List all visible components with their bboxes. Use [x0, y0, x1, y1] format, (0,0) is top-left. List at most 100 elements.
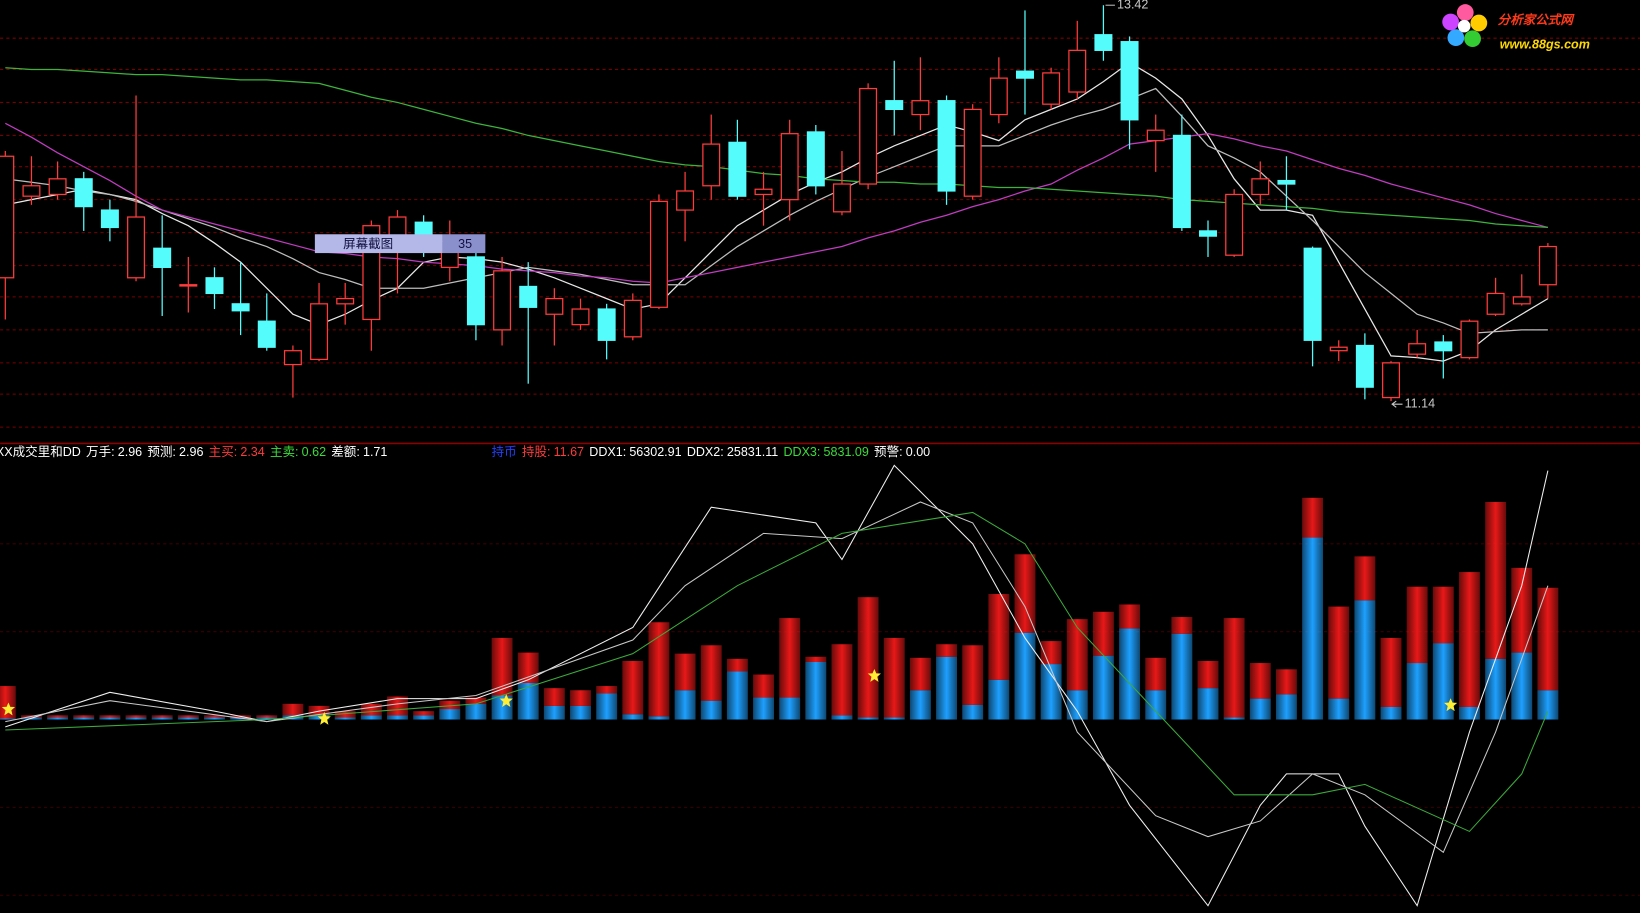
bar-segment: [1406, 663, 1428, 720]
bar-segment: [282, 703, 304, 716]
logo-url: www.88gs.com: [1500, 37, 1590, 51]
candle-body: [310, 303, 329, 361]
candle-body: [806, 131, 825, 187]
bar-segment: [439, 709, 461, 720]
bar-segment: [1511, 652, 1533, 720]
indicator-value: 2.96: [179, 445, 203, 459]
bar-segment: [1328, 606, 1350, 699]
indicator-value: 56302.91: [629, 445, 681, 459]
bar-segment: [805, 662, 827, 720]
bar-segment: [570, 690, 591, 706]
bar-segment: [125, 717, 147, 720]
candle-body: [1434, 341, 1453, 352]
bar-segment: [988, 679, 1010, 720]
indicator-value: 0.00: [906, 445, 930, 459]
logo-petal: [1470, 14, 1488, 32]
candle-body: [466, 256, 485, 326]
candle-body: [911, 100, 930, 116]
candle-body: [1512, 296, 1531, 305]
bar-segment: [256, 715, 278, 718]
bar-segment: [1354, 600, 1376, 720]
bar-segment: [334, 717, 356, 720]
bar-segment: [622, 714, 644, 720]
bar-segment: [1537, 587, 1559, 691]
bar-segment: [779, 697, 801, 720]
candle-body: [1120, 41, 1139, 121]
logo-petal: [1442, 13, 1459, 31]
candle-body: [127, 216, 146, 279]
bar-segment: [1354, 556, 1376, 601]
bar-segment: [1432, 586, 1454, 644]
bar-segment: [177, 717, 199, 720]
bar-segment: [1249, 663, 1271, 699]
bar-segment: [1458, 572, 1480, 707]
candle-body: [832, 183, 851, 213]
indicator-header: XX成交里和DD 万手: 2.96 预测: 2.96 主买: 2.34 主卖: 0.62 差额: 1…: [0, 444, 387, 459]
bar-segment: [1145, 690, 1167, 720]
candle-body: [1329, 346, 1348, 352]
candle-body: [205, 277, 224, 295]
bar-segment: [936, 644, 958, 657]
bar-segment: [360, 715, 382, 720]
moving-average-line: [5, 67, 1548, 229]
bar-segment: [1223, 717, 1245, 720]
logo-name: 分析家公式网: [1498, 13, 1576, 27]
indicator-value: 25831.11: [727, 445, 778, 459]
bar-segment: [125, 715, 147, 718]
bar-segment: [962, 704, 984, 720]
bar-segment: [151, 717, 173, 720]
indicator-label: 万手:: [86, 445, 115, 459]
candle-body: [1199, 230, 1217, 237]
bar-segment: [805, 656, 827, 663]
indicator-line: [5, 511, 1549, 833]
moving-average-line: [5, 61, 1549, 362]
indicator-label: DDX2:: [687, 445, 724, 459]
candle-body: [519, 285, 538, 308]
bar-segment: [936, 656, 958, 720]
candle-body: [859, 87, 878, 185]
bar-segment: [1040, 641, 1062, 665]
bar-segment: [360, 703, 382, 716]
bar-segment: [1119, 628, 1141, 720]
candle-body: [1460, 320, 1479, 359]
indicator-title: XX成交里和DD: [0, 444, 81, 459]
bar-segment: [387, 715, 408, 720]
bar-segment: [1302, 497, 1324, 538]
bar-segment: [1197, 660, 1219, 689]
bar-segment: [753, 674, 774, 698]
bar-segment: [1040, 664, 1062, 720]
indicator-label: 主卖:: [270, 445, 299, 459]
bar-segment: [73, 717, 95, 720]
bar-segment: [831, 644, 853, 716]
bar-segment: [491, 637, 513, 696]
bar-segment: [151, 715, 173, 718]
bar-segment: [726, 671, 748, 720]
candle-body: [0, 155, 15, 279]
bar-segment: [570, 705, 591, 720]
bar-segment: [1511, 567, 1533, 653]
bar-segment: [1066, 619, 1088, 691]
candle-body: [153, 247, 172, 268]
bar-segment: [1145, 657, 1167, 691]
tooltip: 屏幕截图 35: [314, 234, 486, 254]
candle-body: [754, 188, 773, 196]
candle-body: [597, 308, 616, 341]
bar-segment: [1380, 706, 1402, 720]
candle-body: [623, 299, 642, 338]
moving-average-line: [5, 87, 1548, 334]
bar-segment: [596, 693, 618, 720]
candle-body: [100, 209, 119, 229]
candle-body: [1172, 134, 1191, 229]
indicator-value: 11.67: [554, 445, 584, 459]
bar-segment: [439, 700, 461, 710]
bar-segment: [413, 711, 435, 716]
candle-body: [702, 143, 721, 187]
candle-body: [1146, 129, 1165, 142]
bar-segment: [1458, 706, 1480, 720]
bar-segment: [73, 715, 95, 718]
bar-segment: [622, 660, 644, 715]
candle-body: [1303, 247, 1322, 341]
bar-segment: [831, 715, 853, 720]
candle-body: [989, 77, 1008, 116]
